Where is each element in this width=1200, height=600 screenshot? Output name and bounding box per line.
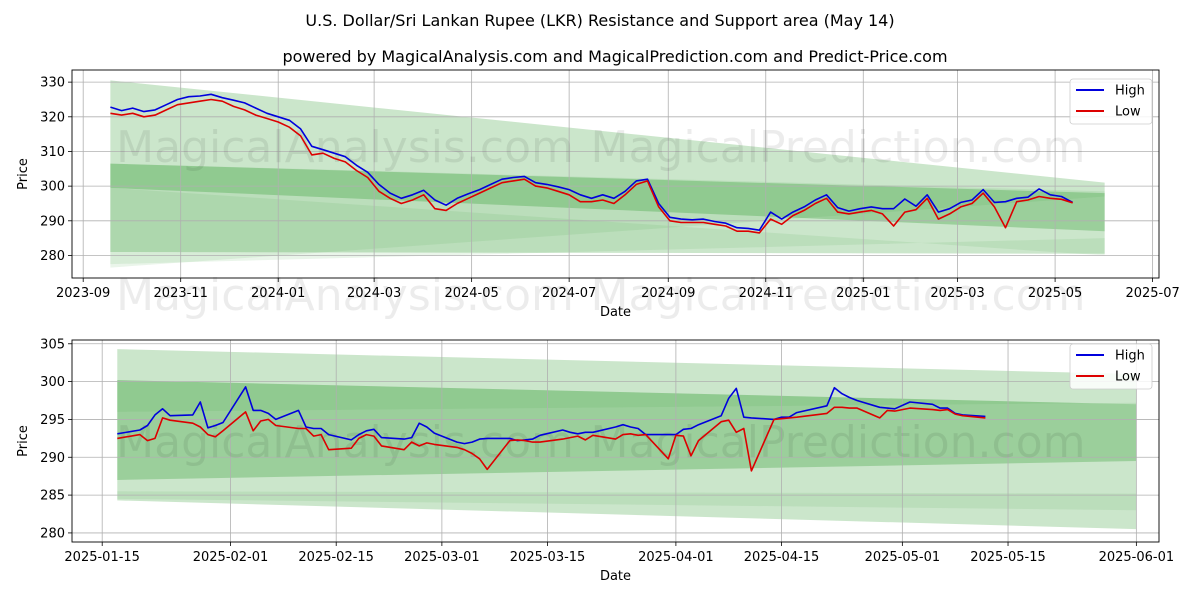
y-tick-label: 280 <box>40 526 65 541</box>
chart-title: U.S. Dollar/Sri Lankan Rupee (LKR) Resis… <box>305 11 894 30</box>
forecast-band-1 <box>117 349 1137 530</box>
watermark-text: MagicalAnalysis.com <box>116 270 574 321</box>
watermark-text: MagicalPrediction.com <box>591 417 1086 468</box>
series-line-high <box>110 93 1074 231</box>
x-tick-label: 2025-02-15 <box>298 550 374 565</box>
forecast-band-3 <box>110 187 1105 265</box>
x-tick-label: 2024-05 <box>444 286 498 301</box>
x-tick-label: 2025-03 <box>930 286 984 301</box>
x-tick-label: 2025-04-01 <box>638 550 714 565</box>
chart-panel-1: 2023-09 2023-11 2024-01 2024-03 2024-05 2024-… <box>16 69 1180 321</box>
y-tick-label: 290 <box>40 451 65 466</box>
watermark-text: MagicalAnalysis.com <box>116 122 574 173</box>
y-tick-label: 320 <box>40 110 65 125</box>
x-tick-label: 2024-07 <box>542 286 596 301</box>
series-line-high <box>117 386 986 445</box>
y-axis-label: Price <box>16 158 31 190</box>
y-tick-label: 295 <box>40 413 65 428</box>
y-axis-label: Price <box>16 425 31 457</box>
x-tick-label: 2025-03-01 <box>404 550 480 565</box>
forecast-band-1 <box>110 80 1105 254</box>
x-tick-label: 2025-02-01 <box>193 550 269 565</box>
forecast-band-3 <box>117 491 1137 511</box>
legend: High Low <box>1069 78 1153 125</box>
chart-panel-2: 2025-01-15 2025-02-01 2025-02-15 2025-03-01… <box>16 337 1174 584</box>
series-line-low <box>117 406 986 472</box>
x-tick-label: 2025-01 <box>836 286 890 301</box>
x-tick-label: 2025-04-15 <box>744 550 820 565</box>
forecast-band-2 <box>110 163 1105 268</box>
plot-frame <box>71 339 1160 543</box>
watermark-text: MagicalPrediction.com <box>591 270 1086 321</box>
legend-label-high: High <box>1115 349 1145 364</box>
watermark-text: MagicalPrediction.com <box>591 122 1086 173</box>
x-tick-label: 2024-01 <box>251 286 305 301</box>
x-tick-label: 2024-03 <box>347 286 401 301</box>
legend-label-high: High <box>1115 84 1145 99</box>
x-tick-label: 2025-06-01 <box>1099 550 1175 565</box>
legend: High Low <box>1069 343 1153 390</box>
x-tick-label: 2023-09 <box>56 286 110 301</box>
y-tick-label: 285 <box>40 489 65 504</box>
x-tick-label: 2025-01-15 <box>64 550 140 565</box>
y-tick-label: 290 <box>40 214 65 229</box>
y-tick-label: 300 <box>40 375 65 390</box>
x-tick-label: 2025-05-01 <box>865 550 941 565</box>
legend-label-low: Low <box>1115 105 1141 120</box>
forecast-band-4 <box>110 163 1105 232</box>
watermark-text: MagicalAnalysis.com <box>116 417 574 468</box>
x-axis-label: Date <box>600 305 631 320</box>
x-tick-label: 2024-11 <box>739 286 793 301</box>
x-tick-label: 2025-05-15 <box>970 550 1046 565</box>
y-tick-label: 305 <box>40 337 65 352</box>
forecast-band-2 <box>117 380 1137 412</box>
y-tick-label: 300 <box>40 180 65 195</box>
x-tick-label: 2025-03-15 <box>510 550 586 565</box>
forecast-band-4 <box>117 380 1137 480</box>
x-axis-label: Date <box>600 569 631 584</box>
x-tick-label: 2025-05 <box>1028 286 1082 301</box>
x-tick-label: 2025-07 <box>1125 286 1179 301</box>
y-tick-label: 330 <box>40 76 65 91</box>
x-tick-label: 2024-09 <box>641 286 695 301</box>
x-tick-label: 2023-11 <box>154 286 208 301</box>
plot-frame <box>71 69 1160 279</box>
series-line-low <box>110 98 1073 234</box>
y-tick-label: 310 <box>40 145 65 160</box>
y-tick-label: 280 <box>40 249 65 264</box>
chart-subtitle: powered by MagicalAnalysis.com and Magic… <box>282 47 947 66</box>
legend-label-low: Low <box>1115 370 1141 385</box>
